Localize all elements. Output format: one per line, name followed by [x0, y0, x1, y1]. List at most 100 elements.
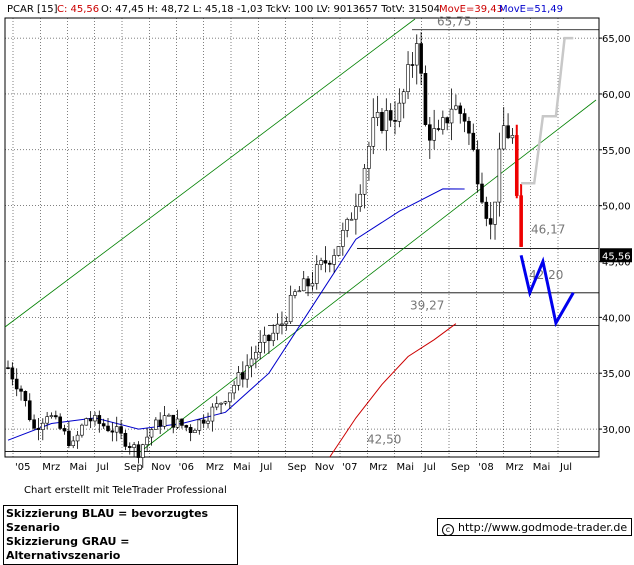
candle [58, 413, 62, 431]
y-tick-label: 65,00 [602, 34, 631, 45]
preferred-scenario-line [519, 254, 575, 328]
candle [367, 141, 371, 181]
header-symbol: PCAR [15] [7, 4, 58, 15]
candle [127, 442, 132, 455]
x-tick-label: Nov [315, 462, 335, 473]
candle [345, 217, 349, 238]
candle [97, 410, 102, 433]
candle [254, 345, 258, 369]
candle [323, 246, 328, 273]
candle [210, 403, 215, 432]
candle [201, 414, 206, 428]
candle [149, 428, 154, 446]
candle [106, 418, 110, 433]
candle [236, 366, 241, 391]
candle [384, 98, 389, 151]
candle [467, 116, 471, 145]
trend-channel [4, 18, 597, 453]
y-tick-label: 45,00 [602, 258, 631, 269]
level-label: 46,17 [531, 222, 565, 236]
alternative-scenario-line [521, 36, 574, 185]
candle [227, 392, 232, 409]
candle [293, 289, 297, 299]
candle [393, 101, 397, 135]
candle [462, 108, 467, 133]
candle [258, 330, 263, 360]
candle [506, 113, 510, 140]
x-tick-label: Mai [533, 462, 551, 473]
candle [27, 393, 32, 422]
candle [67, 421, 71, 449]
candle [362, 163, 367, 209]
x-tick-label: Jul [96, 462, 109, 473]
candle [319, 257, 323, 271]
candle [119, 419, 123, 440]
x-tick-label: Nov [151, 462, 171, 473]
y-axis: 65,00 60,00 55,00 50,00 45,00 40,00 35,00 30,00… [599, 34, 632, 436]
x-tick-label: Mai [70, 462, 88, 473]
x-tick-label: '05 [15, 462, 30, 473]
y-tick-label: 55,00 [602, 146, 631, 157]
candle [327, 260, 332, 273]
candle [406, 51, 410, 100]
legend-blue: Skizzierung BLAU = bevorzugtes Szenario [6, 507, 209, 534]
candle [423, 65, 428, 127]
candle [484, 196, 489, 227]
candle [401, 88, 406, 119]
candle [436, 119, 441, 132]
candle [428, 117, 432, 159]
x-tick-label: Sep [451, 462, 470, 473]
candle [158, 412, 162, 435]
grid-lines [5, 18, 599, 457]
candle [245, 354, 249, 388]
website-link[interactable]: c http://www.godmode-trader.de [437, 518, 632, 536]
level-label: 42,50 [367, 432, 401, 446]
candle [449, 88, 454, 141]
candle [432, 109, 436, 150]
candle [80, 423, 84, 438]
header-mov2: MovE=51,49 [499, 4, 563, 15]
x-tick-label: Jul [423, 462, 436, 473]
candle [510, 127, 515, 144]
legend-grey: Skizzierung GRAU = Alternativszenario [6, 535, 130, 562]
candle [475, 140, 480, 193]
candle [88, 411, 93, 429]
level-label: 39,27 [410, 299, 444, 313]
y-tick-label: 40,00 [602, 313, 631, 324]
x-axis: '05 Mrz Mai Jul Sep Nov '06 Mrz Mai Jul Sep Nov '07 M… [15, 462, 572, 473]
plot-frame [4, 17, 600, 458]
candle [375, 95, 380, 127]
candle [354, 193, 358, 235]
candle [445, 116, 449, 131]
header-mov1: MovE=39,43 [439, 4, 503, 15]
candle [275, 313, 280, 341]
candle [341, 222, 345, 256]
last-price-tag: 45,56 [600, 248, 632, 262]
candle [358, 184, 363, 212]
moving-averages [7, 188, 465, 458]
candle [114, 416, 119, 442]
candle [214, 396, 219, 411]
candle [493, 201, 497, 240]
candle [188, 424, 193, 442]
candle [45, 411, 49, 430]
candle [232, 380, 236, 400]
candle [93, 411, 97, 426]
candle [193, 428, 197, 433]
website-text: http://www.godmode-trader.de [458, 521, 628, 534]
y-tick-label: 35,00 [602, 369, 631, 380]
candle [223, 400, 228, 406]
candle [332, 248, 336, 273]
candle [284, 316, 289, 331]
scenario-sketches [519, 36, 575, 328]
candle [110, 422, 115, 442]
candle [410, 51, 415, 78]
level-label: 65,75 [437, 15, 471, 29]
candle [75, 430, 80, 449]
candle [314, 255, 319, 290]
last-price-label: 45,56 [602, 251, 631, 262]
candle [441, 110, 445, 135]
candle [388, 103, 393, 127]
